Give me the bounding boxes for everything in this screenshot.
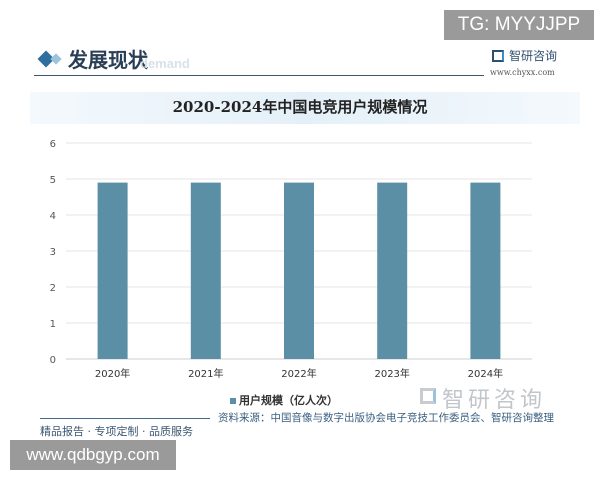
site-badge: www.qdbgyp.com (10, 440, 176, 470)
x-tick-label: 2021年 (188, 367, 223, 380)
y-tick-label: 2 (50, 283, 56, 294)
y-tick-label: 3 (50, 247, 56, 258)
bar (284, 182, 314, 359)
x-tick-label: 2022年 (281, 367, 316, 380)
watermark-tag: TG: MYYJJPP (444, 10, 594, 40)
y-tick-label: 1 (50, 319, 56, 330)
divider (40, 418, 210, 419)
x-tick-label: 2020年 (95, 367, 130, 380)
brand-logo-icon (492, 50, 504, 62)
x-tick-label: 2023年 (374, 367, 409, 380)
y-tick-label: 4 (50, 211, 56, 222)
slogan: 精品报告 · 专项定制 · 品质服务 (40, 425, 193, 438)
legend-swatch (230, 398, 236, 404)
brand-url: www.chyxx.com (490, 68, 555, 77)
bar (377, 182, 408, 359)
watermark-logo-icon (420, 388, 436, 404)
x-tick-label: 2024年 (468, 367, 503, 380)
y-tick-label: 6 (50, 139, 56, 150)
bar (97, 182, 128, 359)
chart-title: 2020-2024年中国电竞用户规模情况 (172, 98, 428, 116)
y-tick-label: 0 (50, 355, 56, 366)
section-title: 发展现状 (68, 48, 148, 72)
section-subtitle: demand (140, 56, 190, 71)
legend-label: 用户规模（亿人次） (239, 394, 338, 407)
source-note: 资料来源：中国音像与数字出版协会电子竞技工作委员会、智研咨询整理 (218, 412, 554, 424)
watermark-logo-text: 智研咨询 (442, 388, 547, 413)
divider (34, 75, 484, 76)
bar (190, 182, 221, 359)
y-tick-label: 5 (50, 175, 56, 186)
title-band (30, 92, 580, 124)
legend: 用户规模（亿人次） (230, 392, 338, 408)
brand-name: 智研咨询 (509, 49, 558, 63)
bar (470, 182, 501, 359)
